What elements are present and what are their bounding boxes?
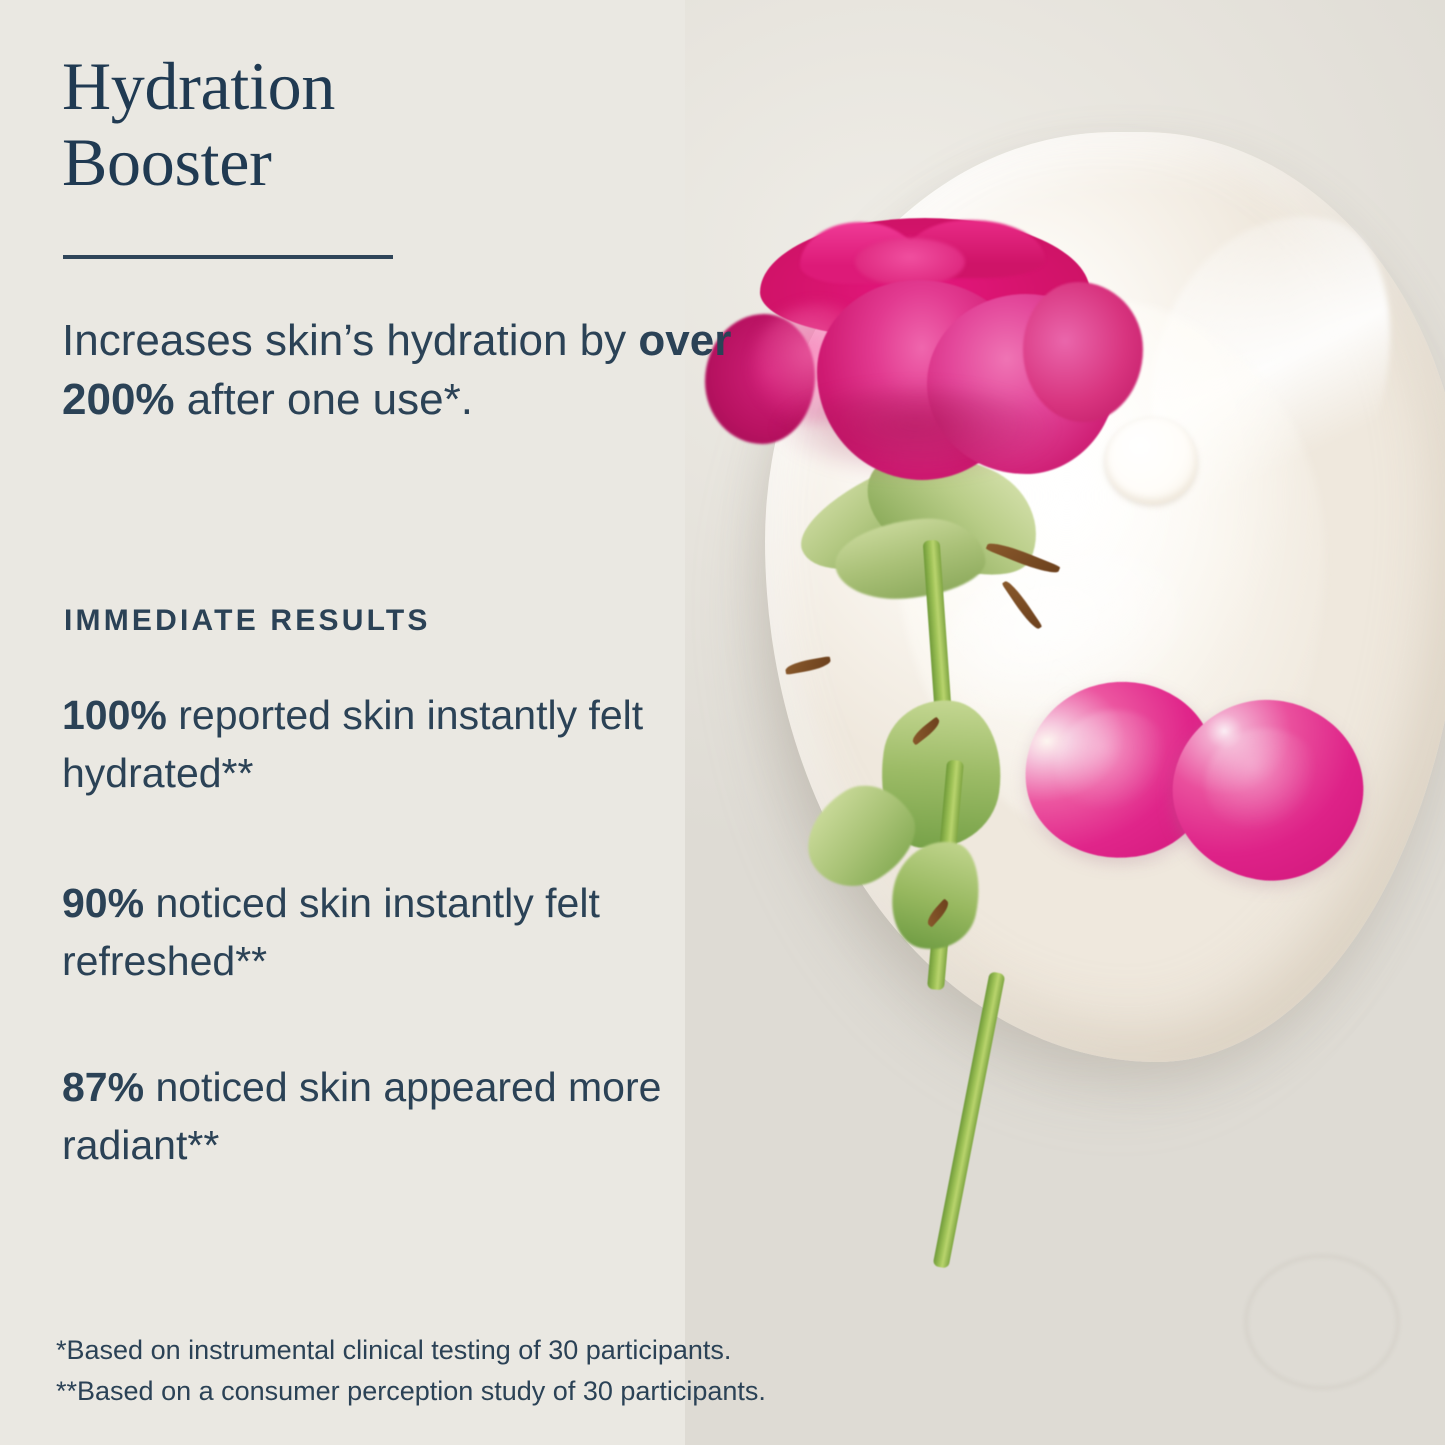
result-text-2: noticed skin instantly felt refreshed**: [62, 880, 600, 985]
footnote-single-asterisk: *Based on instrumental clinical testing …: [56, 1335, 732, 1365]
result-item-1: 100% reported skin instantly felt hydrat…: [62, 686, 742, 802]
rose-bloom: [705, 218, 1145, 508]
faint-water-ring: [1245, 1255, 1399, 1389]
loose-petal-right-sheen: [1205, 728, 1325, 840]
result-item-3: 87% noticed skin appeared more radiant**: [62, 1058, 742, 1174]
product-hero-photo: [685, 0, 1445, 1445]
copy-column: Hydration Booster Increases skin’s hydra…: [56, 48, 766, 1412]
bloom-ruffle-c: [855, 238, 965, 286]
result-text-3: noticed skin appeared more radiant**: [62, 1064, 662, 1169]
loose-petal-left-sheen: [1055, 710, 1175, 820]
dried-sepal-tip-b: [1001, 578, 1043, 632]
result-stat-2: 90%: [62, 880, 145, 926]
bloom-petal-far-right: [1023, 282, 1143, 422]
bloom-underside-shadow: [775, 388, 1055, 478]
title-line-2: Booster: [62, 124, 272, 201]
footnotes: *Based on instrumental clinical testing …: [56, 1330, 766, 1412]
claim-emphasis: over 200%: [62, 316, 732, 424]
result-item-2: 90% noticed skin instantly felt refreshe…: [62, 874, 742, 990]
title-divider: [63, 255, 393, 259]
dried-sepal-tip-d: [784, 656, 832, 675]
claim-text-after: after one use*.: [174, 374, 473, 424]
hydration-claim: Increases skin’s hydration by over 200% …: [62, 312, 762, 430]
results-section-label: IMMEDIATE RESULTS: [64, 604, 431, 637]
claim-text-before: Increases skin’s hydration by: [62, 316, 639, 365]
page-title: Hydration Booster: [62, 48, 532, 200]
footnote-double-asterisk: **Based on a consumer perception study o…: [56, 1376, 766, 1407]
gel-droplet: [1105, 418, 1197, 504]
result-text-1: reported skin instantly felt hydrated**: [62, 692, 644, 797]
title-line-1: Hydration: [62, 48, 336, 124]
result-stat-1: 100%: [62, 692, 167, 738]
result-stat-3: 87%: [62, 1064, 145, 1110]
rose-stem-lower: [932, 971, 1006, 1269]
